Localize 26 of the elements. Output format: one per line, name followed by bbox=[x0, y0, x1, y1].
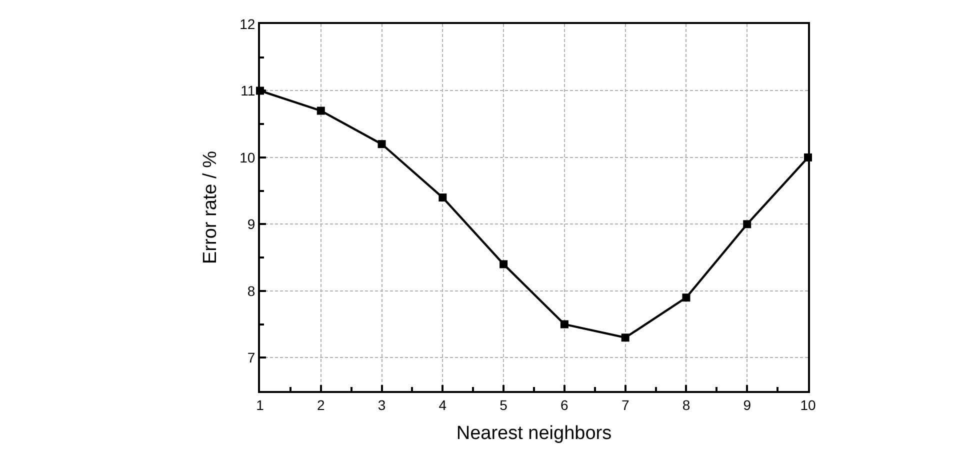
y-tick-label: 7 bbox=[247, 350, 256, 366]
point bbox=[316, 106, 325, 115]
x-tick-label: 1 bbox=[256, 396, 264, 413]
y-tick-label: 10 bbox=[240, 149, 256, 166]
x-tick-label: 7 bbox=[621, 396, 630, 413]
point bbox=[621, 334, 630, 342]
x-tick-label: 5 bbox=[500, 396, 508, 413]
point bbox=[378, 140, 386, 148]
x-tick-label: 8 bbox=[682, 396, 690, 413]
y-tick-label: 8 bbox=[247, 282, 256, 299]
point bbox=[500, 260, 508, 268]
x-tick-label: 2 bbox=[316, 396, 325, 413]
x-tick-label: 4 bbox=[438, 396, 447, 413]
y-axis-title: Error rate / % bbox=[200, 150, 221, 264]
point bbox=[743, 220, 752, 228]
x-tick-label: 10 bbox=[800, 396, 816, 413]
x-tick-label: 9 bbox=[743, 396, 752, 413]
point bbox=[682, 294, 690, 302]
y-tick-label: 12 bbox=[240, 16, 256, 32]
x-tick-label: 3 bbox=[378, 396, 386, 413]
y-tick-label: 11 bbox=[240, 82, 256, 99]
point bbox=[560, 320, 568, 328]
point bbox=[438, 193, 447, 202]
x-tick-label: 6 bbox=[560, 396, 569, 413]
y-tick-label: 9 bbox=[247, 216, 256, 232]
x-axis-title: Nearest neighbors bbox=[456, 423, 612, 444]
